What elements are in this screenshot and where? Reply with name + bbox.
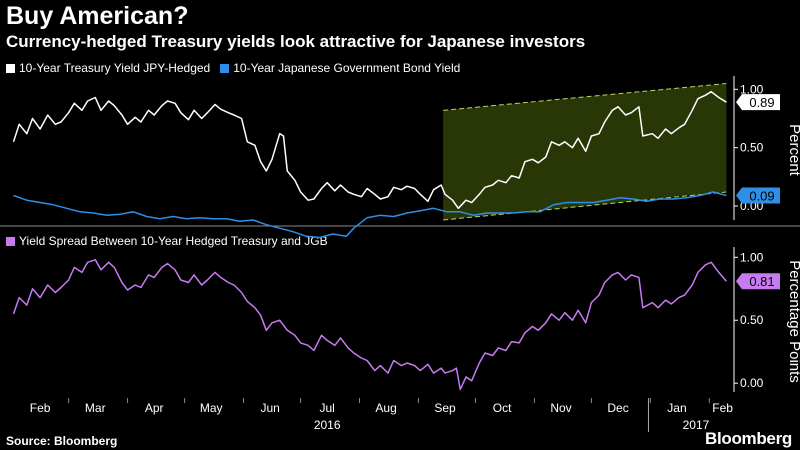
legend-item-jgb: 10-Year Japanese Government Bond Yield bbox=[220, 61, 460, 75]
x-tick-label: May bbox=[200, 401, 223, 415]
source-note: Source: Bloomberg bbox=[6, 434, 118, 448]
series-line-10-year-treasury-yield-jpy-hedged bbox=[12, 90, 727, 210]
x-tick-label: Apr bbox=[145, 401, 164, 415]
y-tick-label: 1.00 bbox=[740, 82, 764, 96]
last-value-tag bbox=[736, 94, 780, 111]
bloomberg-logo: Bloomberg bbox=[704, 429, 792, 448]
x-tick-label: Aug bbox=[375, 401, 396, 415]
legend-swatch-spread bbox=[6, 236, 15, 246]
x-tick-label: Feb bbox=[712, 401, 733, 415]
last-value-tag bbox=[736, 273, 780, 290]
last-value-label: 0.81 bbox=[749, 274, 774, 289]
x-tick-label: Jun bbox=[260, 401, 279, 415]
last-value-tag bbox=[736, 187, 780, 204]
legend-label-spread: Yield Spread Between 10-Year Hedged Trea… bbox=[19, 234, 328, 248]
bottom-legend: Yield Spread Between 10-Year Hedged Trea… bbox=[6, 234, 338, 248]
x-tick-label: Sep bbox=[434, 401, 456, 415]
x-year-label: 2017 bbox=[683, 418, 710, 432]
last-value-label: 0.89 bbox=[749, 95, 774, 110]
legend-item-spread: Yield Spread Between 10-Year Hedged Trea… bbox=[6, 234, 328, 248]
last-value-label: 0.09 bbox=[749, 189, 774, 204]
x-tick-label: Oct bbox=[493, 401, 512, 415]
chart-subhead: Currency-hedged Treasury yields look att… bbox=[6, 32, 586, 51]
legend-item-hedged-treasury: 10-Year Treasury Yield JPY-Hedged bbox=[6, 61, 210, 75]
y-axis-title: Percent bbox=[786, 124, 800, 177]
chart-headline: Buy American? bbox=[6, 2, 189, 30]
top-legend: 10-Year Treasury Yield JPY-Hedged 10-Yea… bbox=[6, 61, 470, 75]
x-tick-label: Jan bbox=[667, 401, 686, 415]
series-line-yield-spread-between-10-year-hedged-treasury-and-jgb bbox=[12, 259, 727, 391]
series-line-10-year-japanese-government-bond-yield bbox=[13, 191, 727, 239]
y-tick-label: 0.00 bbox=[740, 376, 764, 390]
legend-label-hedged-treasury: 10-Year Treasury Yield JPY-Hedged bbox=[19, 61, 211, 75]
legend-swatch-hedged-treasury bbox=[6, 63, 15, 73]
x-tick-label: Jul bbox=[320, 401, 335, 415]
x-tick-label: Feb bbox=[30, 401, 51, 415]
y-axis-title: Percentage Points bbox=[786, 260, 800, 383]
x-tick-label: Dec bbox=[607, 401, 628, 415]
y-tick-label: 1.00 bbox=[740, 250, 764, 264]
legend-swatch-jgb bbox=[220, 63, 230, 73]
x-tick-label: Mar bbox=[85, 401, 106, 415]
y-tick-label: 0.50 bbox=[740, 141, 764, 155]
legend-label-jgb: 10-Year Japanese Government Bond Yield bbox=[233, 61, 461, 75]
trend-channel bbox=[443, 83, 727, 220]
y-tick-label: 0.50 bbox=[740, 313, 764, 327]
x-tick-label: Nov bbox=[550, 401, 571, 415]
x-year-label: 2016 bbox=[314, 418, 341, 432]
